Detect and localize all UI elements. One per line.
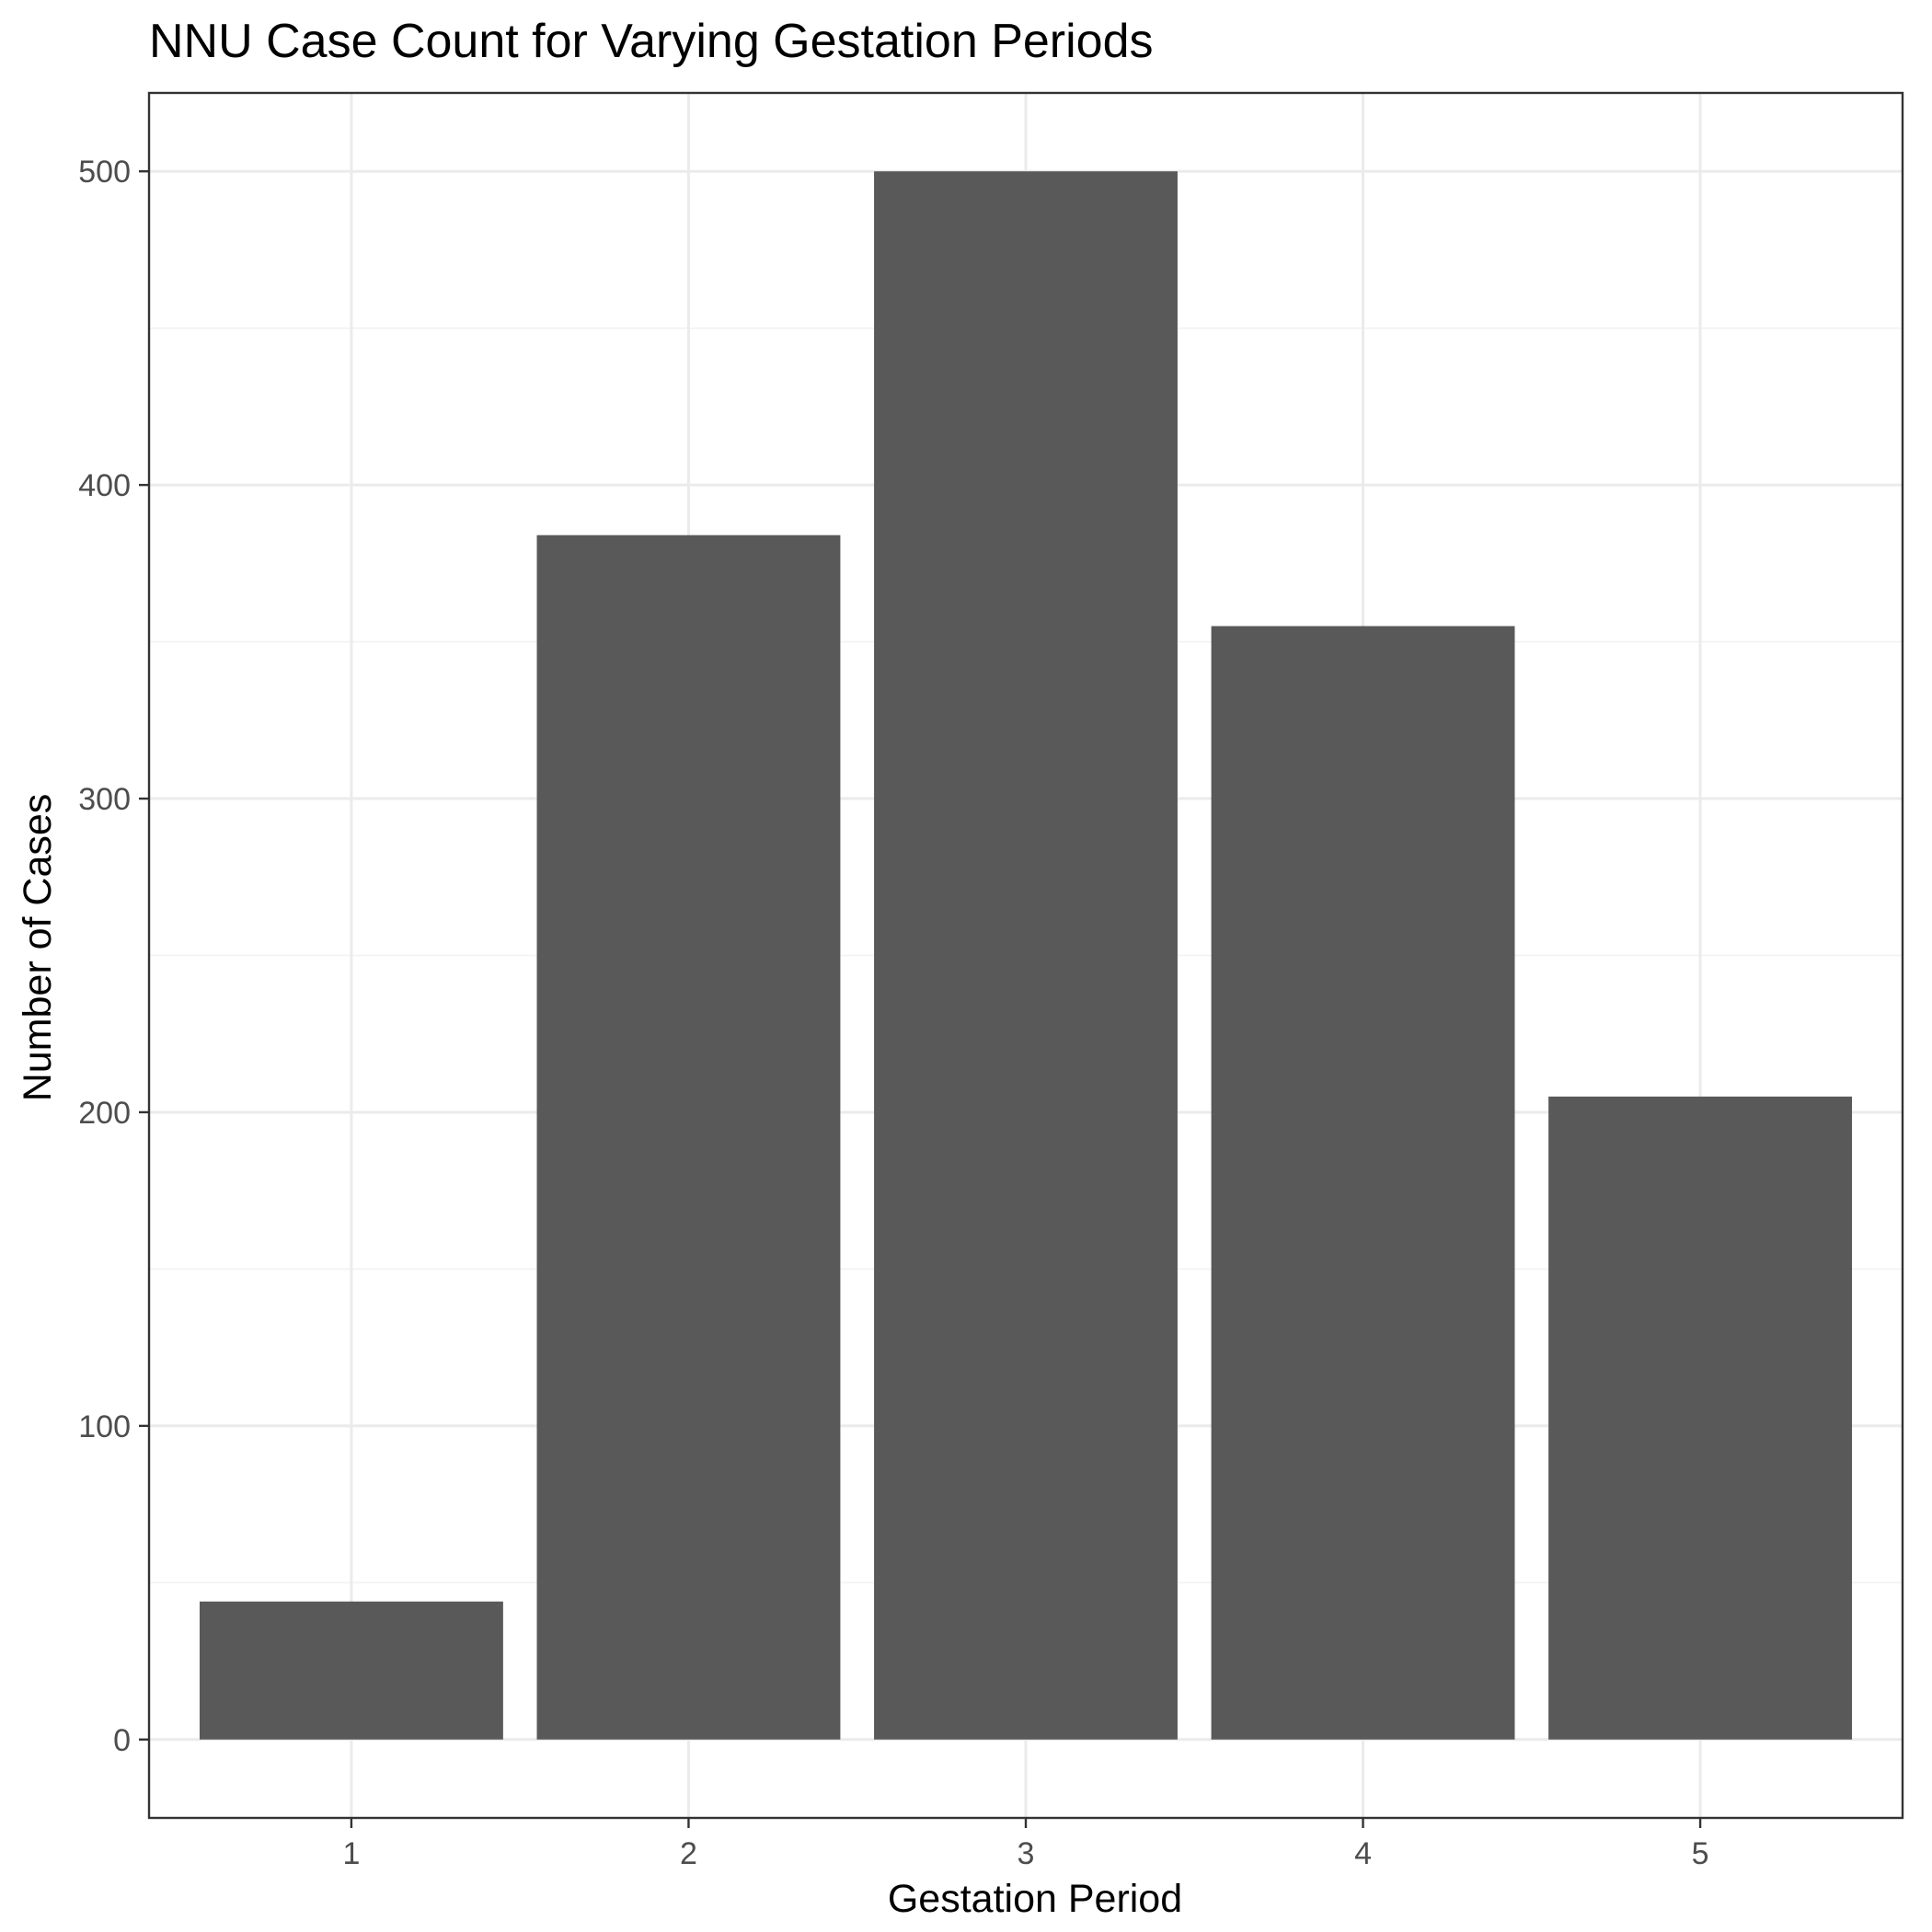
y-axis-title: Number of Cases bbox=[16, 794, 60, 1102]
y-tick-label: 400 bbox=[78, 468, 131, 503]
y-tick-label: 200 bbox=[78, 1096, 131, 1131]
bar bbox=[1548, 1096, 1853, 1740]
chart-title: NNU Case Count for Varying Gestation Per… bbox=[149, 15, 1154, 68]
x-axis-title: Gestation Period bbox=[888, 1877, 1182, 1921]
x-tick-label: 3 bbox=[1018, 1836, 1035, 1871]
y-tick-label: 500 bbox=[78, 155, 131, 190]
y-axis: 0 100 200 300 400 500 bbox=[78, 155, 149, 1758]
x-axis: 1 2 3 4 5 bbox=[342, 1818, 1709, 1871]
y-tick-label: 0 bbox=[113, 1723, 131, 1758]
bars bbox=[199, 171, 1853, 1740]
bar bbox=[874, 171, 1178, 1740]
bar bbox=[536, 535, 841, 1740]
x-tick-label: 4 bbox=[1354, 1836, 1372, 1871]
y-tick-label: 300 bbox=[78, 782, 131, 817]
y-tick-label: 100 bbox=[78, 1409, 131, 1444]
x-tick-label: 2 bbox=[680, 1836, 697, 1871]
x-tick-label: 5 bbox=[1692, 1836, 1709, 1871]
x-tick-label: 1 bbox=[342, 1836, 360, 1871]
bar bbox=[199, 1601, 503, 1740]
bar bbox=[1211, 626, 1515, 1740]
